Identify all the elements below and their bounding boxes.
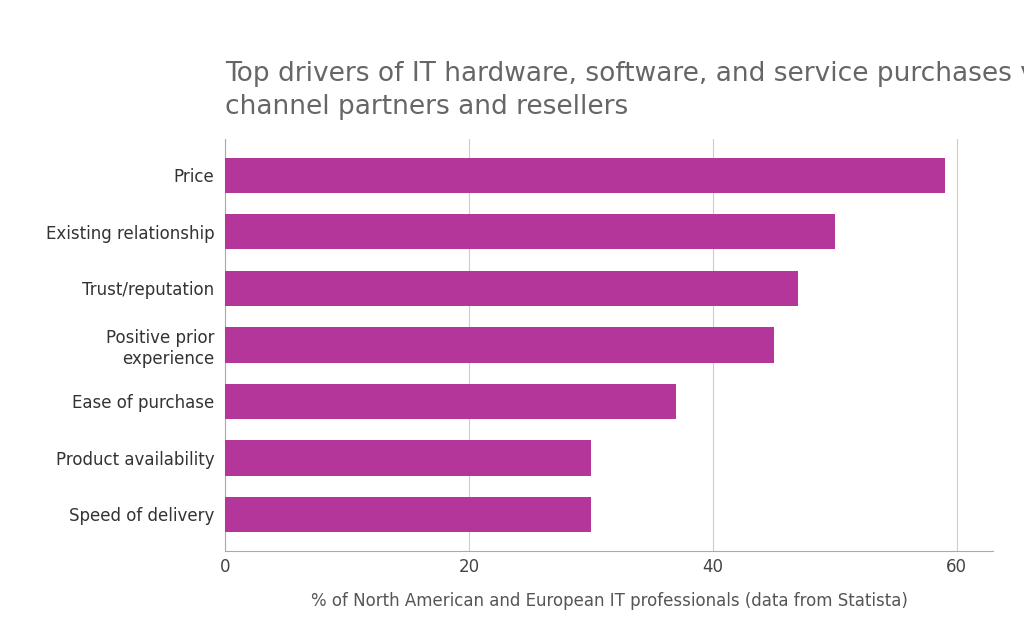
Bar (225, 441, 591, 475)
X-axis label: % of North American and European IT professionals (data from Statista): % of North American and European IT prof… (311, 592, 907, 610)
Bar (225, 497, 591, 532)
Bar (225, 271, 799, 306)
Bar (225, 327, 774, 363)
Text: Top drivers of IT hardware, software, and service purchases via
channel partners: Top drivers of IT hardware, software, an… (225, 61, 1024, 120)
Bar (225, 215, 835, 249)
Bar (225, 158, 944, 193)
Bar (225, 384, 676, 419)
